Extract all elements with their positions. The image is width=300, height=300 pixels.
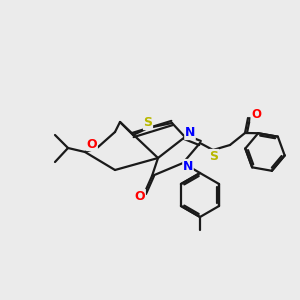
Text: O: O	[135, 190, 145, 202]
Text: O: O	[251, 109, 261, 122]
Text: N: N	[185, 127, 195, 140]
Text: O: O	[87, 137, 97, 151]
Text: S: S	[143, 116, 152, 130]
Text: S: S	[209, 149, 218, 163]
Text: N: N	[183, 160, 193, 172]
